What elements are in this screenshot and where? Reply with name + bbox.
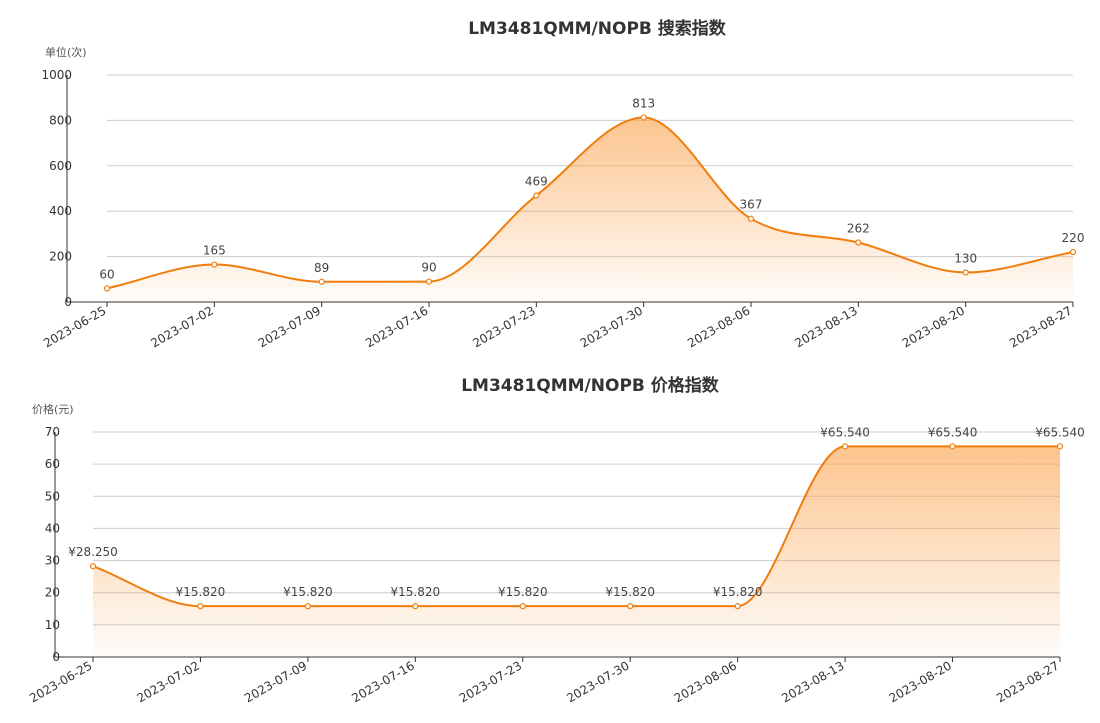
data-label: ¥15.820 xyxy=(498,585,548,599)
data-point[interactable] xyxy=(734,603,741,610)
data-point[interactable] xyxy=(412,603,419,610)
data-point[interactable] xyxy=(962,269,969,276)
data-label: 262 xyxy=(847,222,870,236)
y-tick-label: 20 xyxy=(45,586,60,600)
chart-title: LM3481QMM/NOPB 价格指数 xyxy=(461,375,720,396)
data-point[interactable] xyxy=(425,278,433,285)
x-tick-label: 2023-07-16 xyxy=(363,303,430,350)
data-label: 469 xyxy=(525,175,548,189)
data-label: ¥65.540 xyxy=(820,425,870,439)
data-label: ¥65.540 xyxy=(1035,425,1085,439)
data-label: ¥65.540 xyxy=(928,425,978,439)
x-tick-label: 2023-06-25 xyxy=(41,303,108,350)
y-tick-label: 10 xyxy=(45,618,60,632)
series-area-fill xyxy=(107,117,1073,302)
data-point[interactable] xyxy=(318,278,325,285)
data-point[interactable] xyxy=(627,603,634,610)
data-point[interactable] xyxy=(842,443,849,450)
data-label: ¥28.250 xyxy=(68,545,118,559)
y-tick-label: 70 xyxy=(45,425,60,439)
data-point[interactable] xyxy=(949,443,956,450)
data-label: ¥15.820 xyxy=(713,585,763,599)
y-tick-label: 50 xyxy=(45,489,60,503)
y-tick-label: 400 xyxy=(49,204,72,218)
y-tick-label: 40 xyxy=(45,521,60,535)
y-tick-label: 800 xyxy=(49,113,72,127)
data-point[interactable] xyxy=(1069,248,1077,256)
data-label: 220 xyxy=(1062,231,1085,245)
data-label: 813 xyxy=(632,96,655,110)
y-tick-label: 30 xyxy=(45,554,60,568)
x-tick-label: 2023-08-20 xyxy=(900,303,967,350)
x-tick-label: 2023-08-27 xyxy=(1007,303,1074,350)
data-label: ¥15.820 xyxy=(283,585,333,599)
series-line xyxy=(92,445,1060,608)
x-tick-label: 2023-08-20 xyxy=(887,658,954,705)
y-axis-unit-label: 价格(元) xyxy=(32,402,74,416)
x-tick-label: 2023-07-23 xyxy=(470,303,537,350)
data-point[interactable] xyxy=(640,114,647,121)
y-tick-label: 0 xyxy=(64,295,72,309)
x-tick-label: 2023-07-30 xyxy=(578,303,645,350)
x-tick-label: 2023-07-02 xyxy=(148,303,215,350)
x-tick-label: 2023-07-23 xyxy=(457,658,524,705)
x-tick-label: 2023-07-02 xyxy=(135,658,202,705)
data-point[interactable] xyxy=(103,285,111,292)
chart-title: LM3481QMM/NOPB 搜索指数 xyxy=(468,18,727,39)
data-label: ¥15.820 xyxy=(176,585,226,599)
data-point[interactable] xyxy=(1056,443,1064,450)
x-tick-label: 2023-08-13 xyxy=(779,658,846,705)
x-tick-label: 2023-07-09 xyxy=(242,658,309,705)
data-label: 130 xyxy=(954,251,977,265)
search-index-chart: LM3481QMM/NOPB 搜索指数 单位(次) 0 200 400 600 800 1… xyxy=(41,18,1084,350)
data-point[interactable] xyxy=(855,239,862,246)
x-tick-label: 2023-07-09 xyxy=(256,303,323,350)
data-label: ¥15.820 xyxy=(391,585,441,599)
data-label: 60 xyxy=(99,267,114,281)
series-area-fill xyxy=(93,446,1060,657)
data-point[interactable] xyxy=(211,261,218,268)
data-point[interactable] xyxy=(304,603,311,610)
data-label: 367 xyxy=(740,198,763,212)
y-tick-label: 1000 xyxy=(41,68,72,82)
data-point[interactable] xyxy=(533,192,540,199)
x-tick-label: 2023-08-27 xyxy=(994,658,1061,705)
x-tick-label: 2023-07-30 xyxy=(564,658,631,705)
data-label: 90 xyxy=(421,261,436,275)
x-tick-label: 2023-08-06 xyxy=(685,303,752,350)
y-axis-unit-label: 单位(次) xyxy=(45,45,87,59)
data-point[interactable] xyxy=(747,215,755,222)
data-point[interactable] xyxy=(89,563,97,570)
series-line xyxy=(106,116,1074,290)
x-tick-label: 2023-08-13 xyxy=(792,303,859,350)
data-label: ¥15.820 xyxy=(605,585,655,599)
y-tick-label: 0 xyxy=(52,650,60,664)
y-tick-label: 200 xyxy=(49,250,72,264)
x-tick-label: 2023-07-16 xyxy=(349,658,416,705)
data-point[interactable] xyxy=(197,603,204,610)
data-label: 89 xyxy=(314,261,329,275)
data-label: 165 xyxy=(203,244,226,258)
x-tick-label: 2023-08-06 xyxy=(672,658,739,705)
x-tick-label: 2023-06-25 xyxy=(27,658,94,705)
price-index-chart: LM3481QMM/NOPB 价格指数 价格(元) 0 10 20 30 40 50 60 7… xyxy=(27,375,1085,705)
data-point[interactable] xyxy=(519,603,526,610)
y-tick-label: 600 xyxy=(49,159,72,173)
y-tick-label: 60 xyxy=(45,457,60,471)
